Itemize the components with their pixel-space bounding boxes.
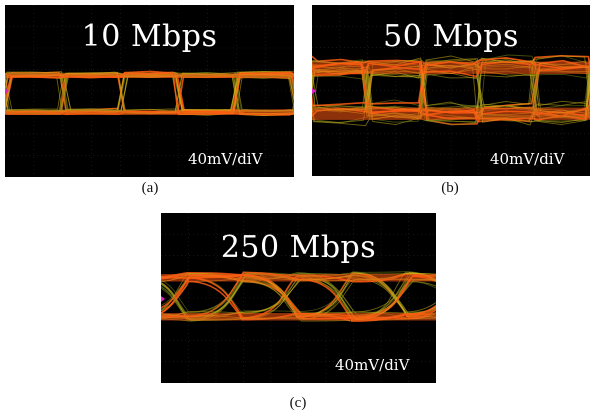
high-level-rail [161,274,436,282]
trigger-marker-icon [161,296,165,302]
eye-trace [312,61,590,126]
data-rate-label-b: 50 Mbps [383,19,519,54]
caption-b: (b) [441,180,459,196]
data-rate-label-a: 10 Mbps [81,19,218,54]
trigger-marker-icon [5,88,9,94]
eye-trace [312,64,590,122]
low-level-rail [312,107,590,120]
oscilloscope-screen-c [161,213,436,383]
caption-a: (a) [141,180,159,196]
eye-trace [312,64,590,127]
voltage-scale-label-a: 40mV/diV [188,150,263,168]
eye-trace [161,271,436,320]
eye-traces [161,271,436,322]
voltage-scale-label-b: 40mV/diV [490,150,565,168]
eye-diagram-panel-c: 250 Mbps 40mV/diV [161,213,436,383]
oscilloscope-screen-a [5,5,294,177]
data-rate-label-c: 250 Mbps [220,230,377,265]
high-level-rail [312,61,590,74]
graticule [312,5,590,176]
high-level-rail [5,73,294,78]
oscilloscope-screen-b [312,5,590,176]
eye-traces [5,70,294,117]
eye-diagram-panel-b: 50 Mbps 40mV/diV [312,5,590,176]
eye-traces [312,54,590,127]
eye-diagram-panel-a: 10 Mbps 40mV/diV [5,5,294,177]
graticule [161,213,436,383]
eye-trace [161,271,436,319]
eye-trace [5,73,294,111]
low-level-rail [161,313,436,321]
caption-c: (c) [289,395,307,411]
trigger-marker-icon [312,88,316,94]
voltage-scale-label-c: 40mV/diV [335,356,410,374]
low-level-rail [5,110,294,115]
